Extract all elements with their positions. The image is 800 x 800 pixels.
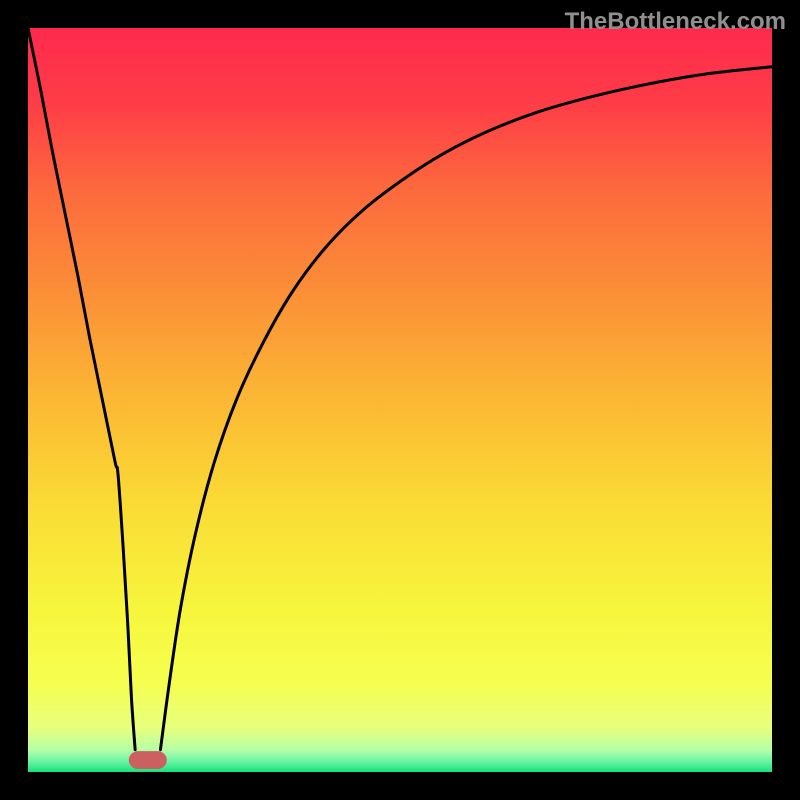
gradient-line-chart xyxy=(0,0,800,800)
chart-container: TheBottleneck.com xyxy=(0,0,800,800)
bottom-marker xyxy=(129,751,167,769)
watermark-text: TheBottleneck.com xyxy=(565,8,786,36)
plot-background xyxy=(28,28,772,772)
